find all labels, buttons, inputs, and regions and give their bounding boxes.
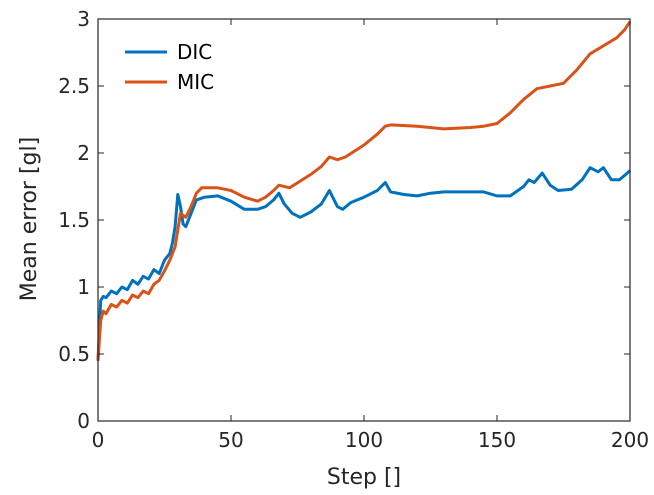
y-tick-label: 1 — [77, 275, 90, 299]
y-tick-label: 1.5 — [58, 208, 90, 232]
x-axis-title: Step [] — [327, 465, 401, 490]
legend-label-mic: MIC — [177, 70, 214, 94]
plot-lines — [96, 20, 632, 361]
y-tick-label: 2 — [77, 141, 90, 165]
series-line-mic — [96, 20, 632, 361]
legend: DIC MIC — [125, 40, 214, 94]
y-tick-label: 3 — [77, 7, 90, 31]
legend-label-dic: DIC — [177, 40, 212, 64]
y-axis-title: Mean error [gl] — [17, 137, 42, 301]
x-tick-label: 150 — [478, 428, 516, 452]
y-tick-label: 0 — [77, 409, 90, 433]
y-tick-label: 2.5 — [58, 74, 90, 98]
x-tick-label: 200 — [611, 428, 649, 452]
x-tick-label: 100 — [345, 428, 383, 452]
axis-ticks: 0 50 100 150 200 0 0.5 1 1.5 2 2.5 3 — [58, 7, 649, 452]
x-tick-label: 50 — [218, 428, 243, 452]
series-line-dic — [96, 166, 632, 361]
y-tick-label: 0.5 — [58, 342, 90, 366]
x-tick-label: 0 — [92, 428, 105, 452]
